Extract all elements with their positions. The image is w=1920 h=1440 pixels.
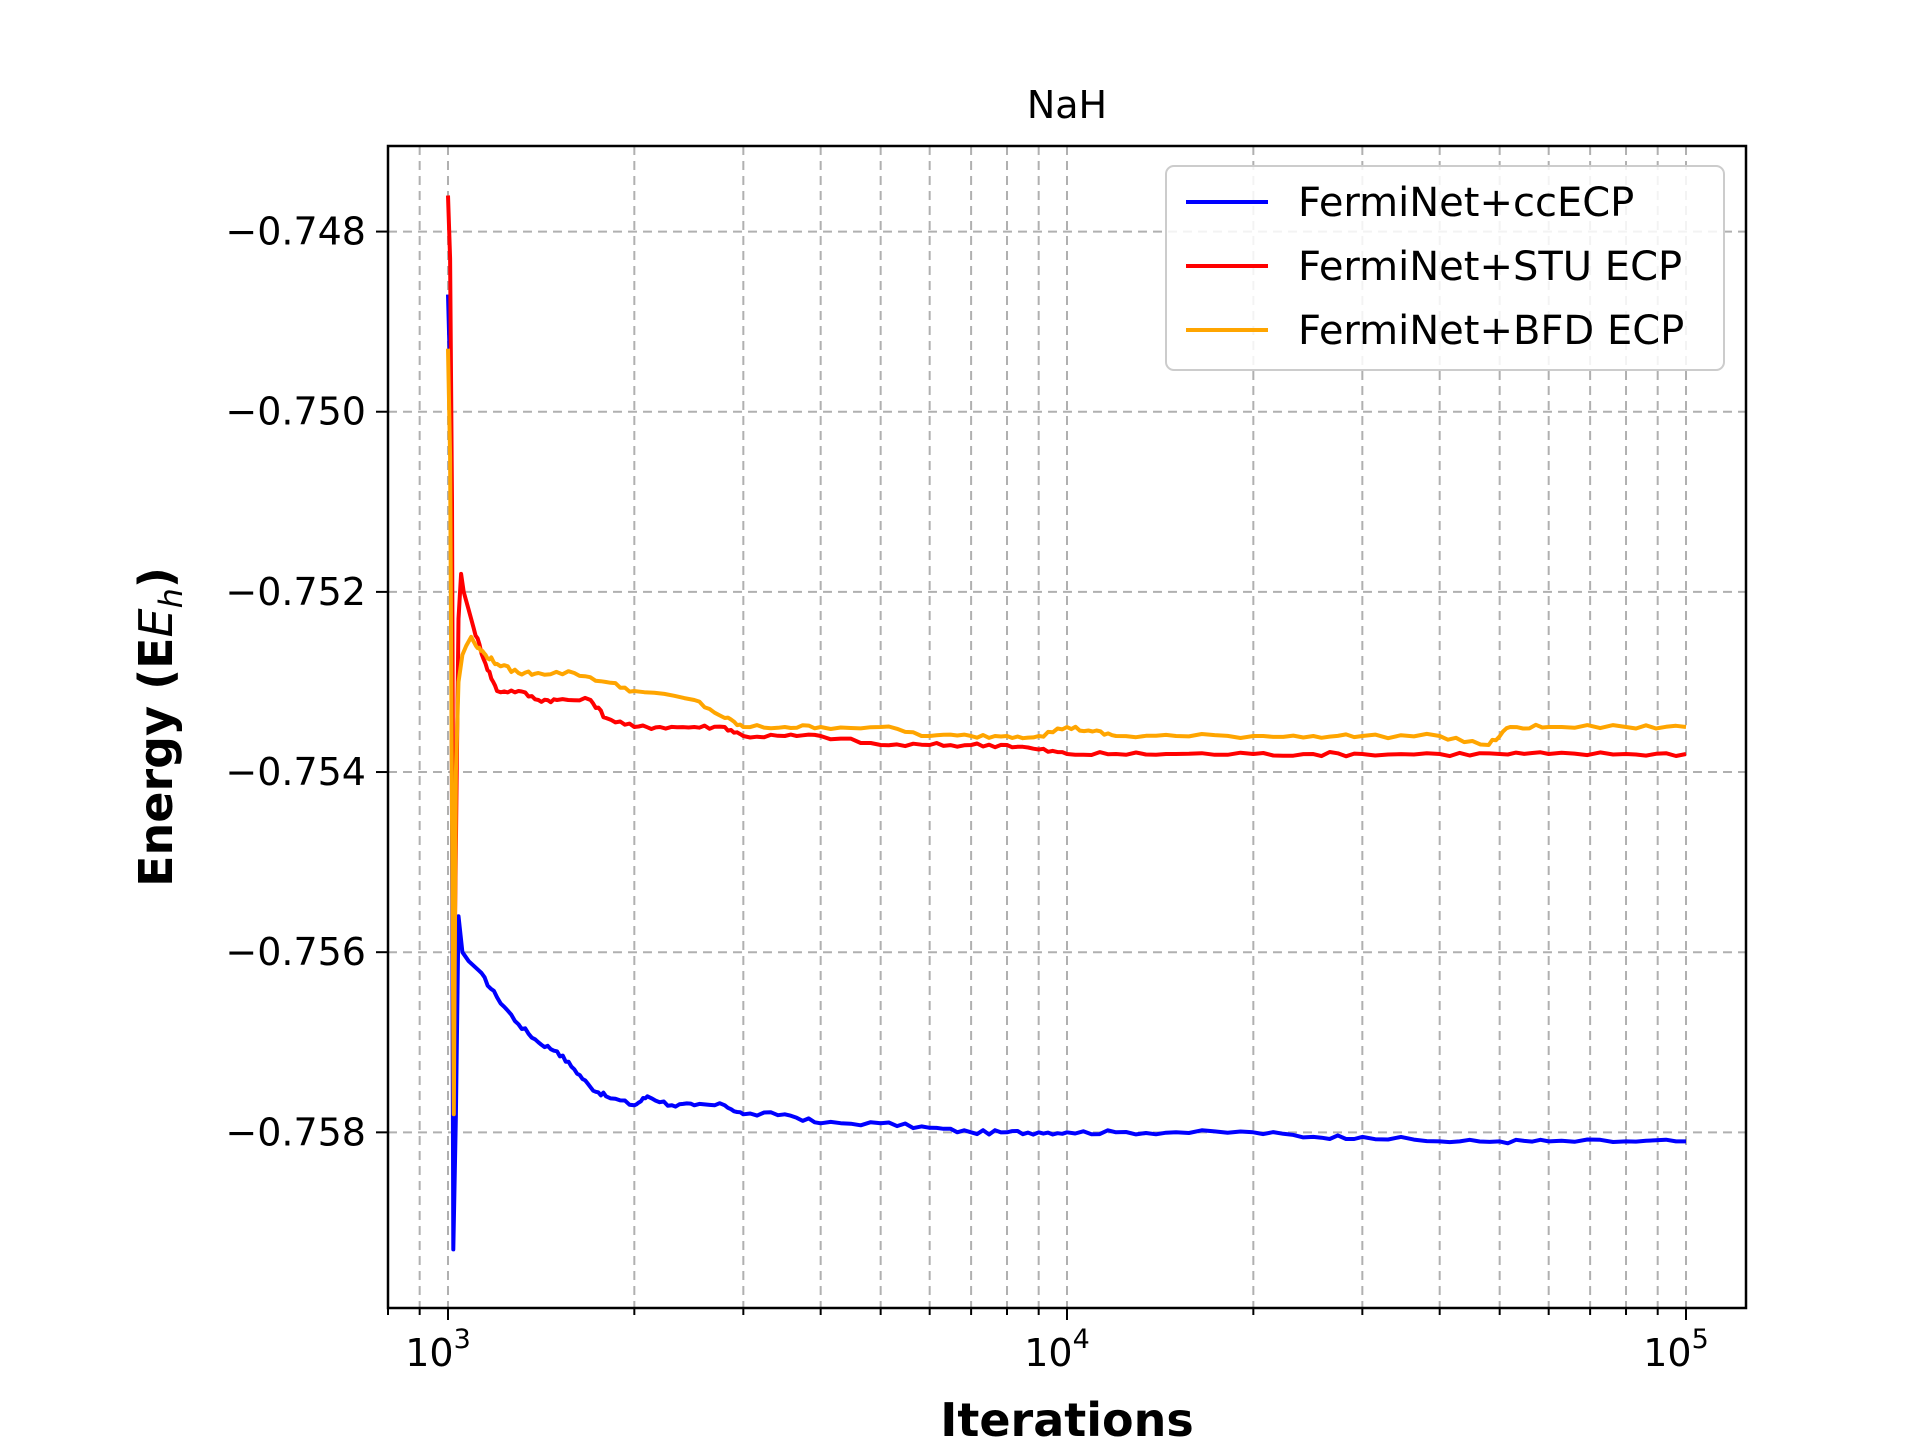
- x-tick-label-exponent: 4: [1073, 1324, 1090, 1355]
- chart-title: NaH: [1027, 83, 1107, 127]
- axis-ticks: 103 104 105−0.748−0.750−0.752−0.754−0.756−…: [225, 210, 1708, 1375]
- x-tick-label-base: 10: [405, 1331, 453, 1375]
- y-axis-label-main: Energy (E: [129, 637, 183, 886]
- y-tick-label: −0.748: [225, 210, 366, 254]
- y-tick-label: −0.756: [225, 930, 366, 974]
- series-line-2: [446, 348, 1687, 1117]
- x-tick-label: 104: [1024, 1324, 1090, 1375]
- y-axis-label: Energy (EEh): [129, 567, 190, 887]
- y-tick-label: −0.750: [225, 390, 366, 434]
- series-line-1: [446, 195, 1687, 1027]
- legend-box: [1165, 165, 1725, 371]
- legend-label: FermiNet+BFD ECP: [1298, 308, 1684, 354]
- y-axis-label-symbol: E: [129, 608, 183, 637]
- legend: FermiNet+ccECP FermiNet+STU ECP FermiNet+B…: [1165, 165, 1725, 371]
- x-tick-label-base: 10: [1643, 1331, 1691, 1375]
- y-tick-label: −0.758: [225, 1110, 366, 1154]
- x-tick-label: 103: [405, 1324, 471, 1375]
- plot-lines: [446, 195, 1687, 1252]
- x-tick-label: 105: [1643, 1324, 1709, 1375]
- y-axis-label-close: ): [129, 567, 183, 588]
- y-axis-label-subscript: h: [152, 588, 190, 608]
- x-axis-label: Iterations: [940, 1393, 1194, 1440]
- legend-label: FermiNet+ccECP: [1298, 180, 1634, 226]
- series-line-0: [446, 294, 1686, 1252]
- x-tick-label-exponent: 3: [454, 1324, 471, 1355]
- y-tick-label: −0.754: [225, 750, 366, 794]
- x-tick-label-exponent: 5: [1692, 1324, 1709, 1355]
- x-tick-label-base: 10: [1024, 1331, 1072, 1375]
- y-tick-label: −0.752: [225, 570, 366, 614]
- legend-label: FermiNet+STU ECP: [1298, 244, 1682, 290]
